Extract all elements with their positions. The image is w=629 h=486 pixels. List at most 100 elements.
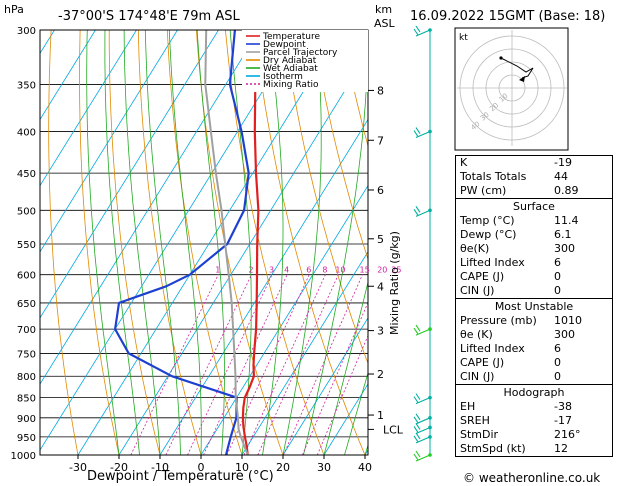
wind-barb-1000 xyxy=(413,450,432,462)
mixing-ratio-label-2: 2 xyxy=(248,266,253,275)
mixing-ratio-line-3 xyxy=(187,274,273,455)
temp-tick-0: 0 xyxy=(198,461,205,474)
surface-value: 6 xyxy=(554,256,561,269)
surface-row: Lifted Index 6 xyxy=(456,256,612,270)
hodograph-stat-row: EH -38 xyxy=(456,400,612,414)
surface-row: Temp (°C) 11.4 xyxy=(456,214,612,228)
surface-row: CIN (J) 0 xyxy=(456,284,612,298)
date-label: 16.09.2022 15GMT (Base: 18) xyxy=(410,9,605,24)
wet-adiabat-0 xyxy=(168,30,202,455)
surface-label: CIN (J) xyxy=(460,284,495,297)
isotherm--10 xyxy=(159,118,368,455)
most-unstable-label: CIN (J) xyxy=(460,370,495,383)
mixing-ratio-line-8 xyxy=(243,274,326,455)
dewpoint-line xyxy=(113,30,250,455)
pressure-tick-950: 950 xyxy=(17,433,36,444)
indices-top-table: K -19 Totals Totals 44 PW (cm) 0.89 xyxy=(455,155,613,199)
hodograph-stat-value: 216° xyxy=(554,428,581,441)
temp-tick--20: -20 xyxy=(110,461,128,474)
dry-adiabat--30 xyxy=(48,30,79,455)
background-grid xyxy=(40,30,368,455)
wind-barb-900 xyxy=(413,413,432,425)
wet-adiabat-20 xyxy=(282,30,322,455)
mixing-ratio-label-10: 10 xyxy=(335,266,345,275)
pressure-tick-850: 850 xyxy=(17,394,36,405)
surface-value: 300 xyxy=(554,242,575,255)
most-unstable-value: 300 xyxy=(554,328,575,341)
temp-tick--10: -10 xyxy=(151,461,169,474)
wind-barbs xyxy=(413,25,432,462)
most-unstable-section: Most Unstable Pressure (mb) 1010 θe (K) 300… xyxy=(455,299,613,385)
most-unstable-value: 0 xyxy=(554,370,561,383)
mixing-ratio-axis-label: Mixing Ratio (g/kg) xyxy=(388,231,401,335)
mixing-ratio-line-20 xyxy=(302,301,368,455)
pressure-tick-600: 600 xyxy=(17,271,36,282)
index-row: PW (cm) 0.89 xyxy=(456,184,613,199)
wet-adiabat--5 xyxy=(144,30,181,455)
index-label: Totals Totals xyxy=(460,170,527,183)
dry-adiabat-30 xyxy=(225,30,325,455)
temp-tick-30: 30 xyxy=(317,461,331,474)
credit-label: © weatheronline.co.uk xyxy=(463,471,601,485)
surface-label: CAPE (J) xyxy=(460,270,505,283)
index-value: 44 xyxy=(554,170,568,183)
pressure-tick-650: 650 xyxy=(17,299,36,310)
surface-row: CAPE (J) 0 xyxy=(456,270,612,284)
mixing-ratio-label-8: 8 xyxy=(322,266,327,275)
isotherm-20 xyxy=(282,317,368,455)
hodograph-ring-label-10: 10 xyxy=(498,92,510,104)
index-label: K xyxy=(460,156,468,169)
hodograph-stat-value: -38 xyxy=(554,400,572,413)
isotherm--30 xyxy=(77,30,342,455)
hodograph-trace xyxy=(500,57,534,79)
km-tick-2: 2 xyxy=(377,368,384,381)
most-unstable-value: 0 xyxy=(554,356,561,369)
surface-label: Temp (°C) xyxy=(460,214,515,227)
hodograph-stat-label: SREH xyxy=(460,414,490,427)
pressure-tick-350: 350 xyxy=(17,80,36,91)
surface-value: 6.1 xyxy=(554,228,572,241)
most-unstable-title: Most Unstable xyxy=(494,300,574,313)
x-axis-title: Dewpoint / Temperature (°C) xyxy=(87,469,274,484)
dry-adiabat-50 xyxy=(283,30,368,365)
isotherm--70 xyxy=(40,30,178,253)
hodograph-frame xyxy=(454,27,569,151)
index-value: 0.89 xyxy=(554,184,579,197)
index-value: -19 xyxy=(554,156,572,169)
wet-adiabat-25 xyxy=(303,30,368,455)
sounding-profiles xyxy=(113,30,265,455)
surface-label: θe(K) xyxy=(460,242,490,255)
isotherm--80 xyxy=(40,30,137,187)
surface-value: 0 xyxy=(554,284,561,297)
most-unstable-row: Pressure (mb) 1010 xyxy=(456,314,612,328)
hodograph-stat-label: StmDir xyxy=(460,428,499,441)
km-tick-6: 6 xyxy=(377,184,384,197)
mixing-ratio-label-1: 1 xyxy=(215,266,220,275)
hodograph-stat-value: -17 xyxy=(554,414,572,427)
isotherm--90 xyxy=(40,30,96,121)
hodograph-ring-label-40: 40 xyxy=(470,120,482,132)
isotherm--50 xyxy=(40,30,260,385)
parcel-trajectory-line xyxy=(204,30,249,455)
pressure-tick-400: 400 xyxy=(17,128,36,139)
wet-adiabat-10 xyxy=(229,30,252,455)
index-row: Totals Totals 44 xyxy=(456,170,613,184)
wet-adiabat--10 xyxy=(123,30,161,455)
pressure-tick-450: 450 xyxy=(17,169,36,180)
most-unstable-label: CAPE (J) xyxy=(460,356,505,369)
mixing-ratio-line-10 xyxy=(257,274,339,455)
wind-barb-400 xyxy=(413,127,432,139)
plot-frame xyxy=(39,29,369,456)
most-unstable-row: θe (K) 300 xyxy=(456,328,612,342)
hodograph-ring-label-20: 20 xyxy=(488,101,500,113)
mixing-ratio-label-3: 3 xyxy=(269,266,274,275)
surface-title: Surface xyxy=(513,200,555,213)
km-tick-5: 5 xyxy=(377,233,384,246)
height-unit-label-2: ASL xyxy=(374,17,396,30)
pressure-unit-label: hPa xyxy=(4,3,24,16)
mixing-ratio-line-6 xyxy=(226,274,310,455)
most-unstable-label: Pressure (mb) xyxy=(460,314,537,327)
wind-barb-300 xyxy=(413,25,432,37)
